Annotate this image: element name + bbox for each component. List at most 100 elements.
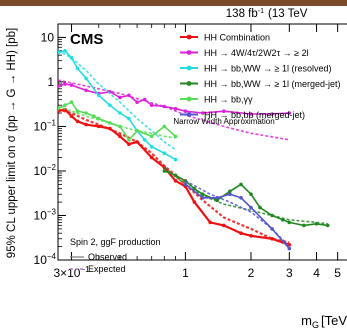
- series-point: [127, 138, 131, 142]
- series-point: [127, 93, 131, 98]
- series-5: [183, 180, 292, 251]
- series-point: [287, 246, 292, 251]
- series-point: [208, 220, 212, 225]
- series-point: [58, 51, 60, 55]
- series-2: [58, 49, 178, 162]
- series-point: [75, 66, 80, 71]
- series-point: [69, 114, 74, 118]
- series-point: [228, 189, 232, 194]
- legend-marker: [186, 34, 192, 40]
- series-point: [173, 157, 178, 162]
- series-point: [84, 88, 88, 93]
- series-point: [258, 205, 262, 210]
- legend: HH Combination HH → 4W/4τ/2W2τ → ≥ 2l HH →…: [180, 33, 340, 120]
- series-observed-line: [184, 183, 290, 250]
- series-point: [84, 122, 88, 127]
- series-point: [96, 124, 101, 129]
- series-point: [162, 104, 167, 109]
- series-point: [287, 243, 292, 247]
- series-point: [58, 84, 60, 88]
- legend-label: HH Combination: [204, 33, 270, 43]
- x-axis-label: mG [TeV: [301, 313, 347, 329]
- series-point: [222, 223, 226, 228]
- series-point: [142, 97, 147, 102]
- series-point: [149, 144, 154, 149]
- series-point: [127, 116, 131, 121]
- series-point: [239, 196, 243, 200]
- series-point: [149, 134, 154, 139]
- y-tick-label: 10−3: [34, 207, 57, 222]
- series-point: [58, 106, 60, 111]
- y-tick-label: 1: [47, 75, 54, 89]
- legend-label: HH → bb,WW → ≥ 1l (merged-jet): [204, 79, 340, 89]
- series-point: [135, 129, 139, 133]
- series-4: [58, 100, 178, 142]
- approximation-note: Narrow Width Approximation: [173, 117, 274, 126]
- series-point: [325, 223, 330, 228]
- series-point: [75, 119, 80, 124]
- y-tick-label: 10−2: [34, 163, 57, 178]
- series-point: [173, 106, 178, 111]
- x-tick-label: 3×10−1: [53, 265, 90, 280]
- series-observed-line: [58, 108, 290, 246]
- legend-label: HH → 4W/4τ/2W2τ → ≥ 2l: [204, 48, 309, 58]
- series-point: [314, 222, 319, 226]
- series-point: [118, 134, 122, 139]
- plot-frame: [57, 23, 347, 261]
- x-tick-label: 3: [286, 266, 293, 280]
- series-point: [108, 126, 112, 131]
- series-point: [63, 82, 67, 86]
- series-point: [69, 83, 74, 87]
- series-point: [162, 169, 167, 173]
- series-point: [287, 111, 292, 115]
- series-point: [183, 182, 188, 187]
- experiment-label: CMS: [70, 31, 103, 48]
- y-tick-label: 10−1: [34, 118, 57, 133]
- legend-label: HH → bb,bb (merged-jet): [204, 110, 305, 120]
- series-point: [239, 182, 243, 187]
- series-point: [287, 220, 292, 225]
- series-observed-line: [164, 170, 328, 227]
- series-point: [173, 179, 178, 183]
- production-mode-text: Spin 2, ggF production: [70, 237, 161, 247]
- series-point: [63, 103, 67, 107]
- legend-marker: [186, 50, 192, 55]
- x-tick-label: 4: [313, 266, 320, 280]
- series-point: [149, 155, 154, 160]
- series-point: [118, 124, 122, 129]
- series-point: [173, 134, 178, 139]
- series-point: [96, 116, 101, 121]
- legend-marker: [186, 65, 192, 71]
- legend-marker: [186, 96, 192, 102]
- series-point: [239, 231, 243, 235]
- top-color-bar: [0, 0, 347, 6]
- series-point: [69, 55, 74, 60]
- x-axis: 3×10−1123456: [53, 24, 341, 280]
- series-point: [84, 76, 88, 81]
- series-point: [96, 93, 101, 98]
- series-point: [270, 227, 274, 231]
- y-tick-label: 10: [41, 30, 55, 44]
- observed-legend-label: Observed: [88, 252, 127, 262]
- series-point: [183, 109, 188, 113]
- legend-label: HH → bb,WW → ≥ 1l (resolved): [204, 64, 331, 74]
- series-point: [108, 121, 112, 125]
- series-point: [142, 138, 147, 142]
- series-point: [84, 111, 88, 115]
- series-point: [249, 234, 253, 238]
- series-point: [63, 49, 67, 53]
- luminosity-label: 138 fb-1: [226, 8, 264, 20]
- x-tick-label: 1: [182, 266, 189, 280]
- series-point: [127, 142, 131, 146]
- series-point: [135, 100, 139, 104]
- series-3: [162, 166, 330, 228]
- series-observed-line: [58, 101, 177, 142]
- series-point: [270, 112, 274, 116]
- series-point: [200, 111, 205, 115]
- series-1: [58, 79, 292, 141]
- y-tick-label: 10−4: [34, 252, 57, 267]
- series-point: [270, 237, 274, 241]
- series-point: [173, 173, 178, 178]
- series-point: [192, 186, 197, 191]
